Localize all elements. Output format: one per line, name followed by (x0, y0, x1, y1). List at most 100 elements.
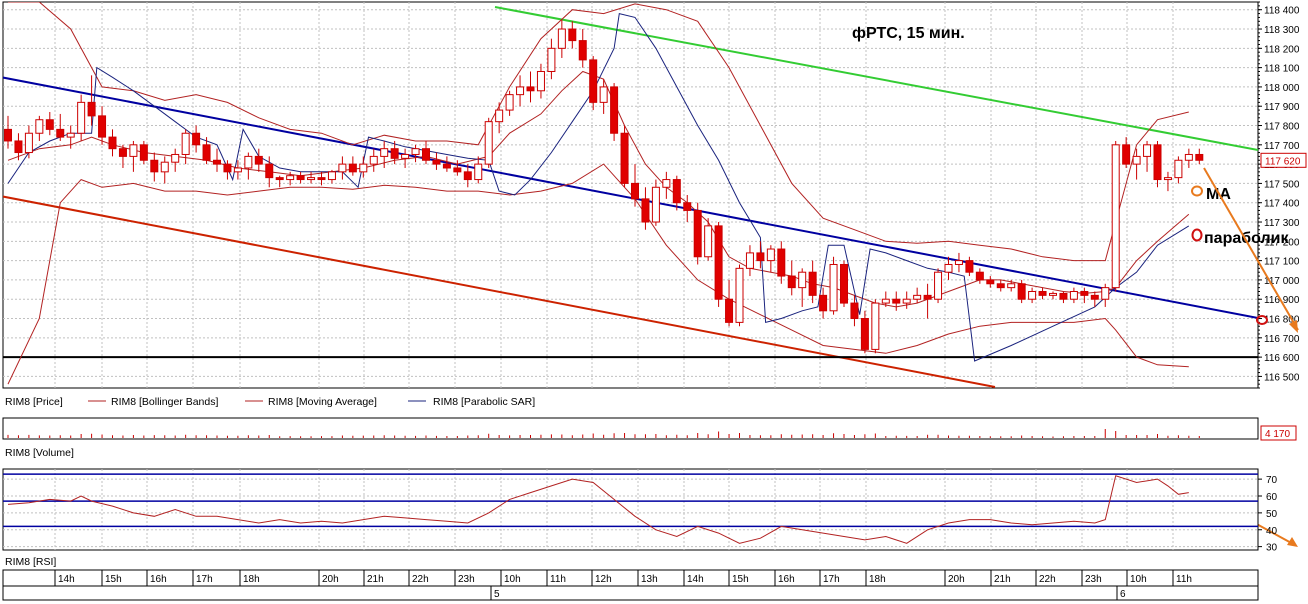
candle-up (599, 79, 608, 114)
volume-last-label: 4 170 (1265, 429, 1290, 440)
parabolic-sar-line (7, 12, 1190, 362)
candle-body (401, 153, 410, 159)
candle-down (98, 106, 107, 145)
candle-body (1122, 144, 1131, 165)
last-price-badge: 117 620 (1260, 152, 1307, 168)
price-tick-label: 116 600 (1264, 353, 1300, 364)
candle-up (829, 256, 838, 315)
candle-body (714, 225, 723, 300)
candle-body (672, 179, 681, 204)
candle-body (432, 159, 441, 165)
candle-body (1184, 153, 1193, 161)
rsi-line (7, 475, 1189, 544)
candle-down (620, 125, 629, 188)
candle-body (369, 155, 378, 165)
candle-up (651, 179, 660, 226)
time-tick-label: 21h (994, 574, 1011, 585)
candle-down (641, 187, 650, 230)
rsi-tick-label: 30 (1266, 543, 1278, 554)
candle-body (965, 260, 974, 273)
candle-up (934, 268, 943, 304)
time-tick-label: 17h (196, 574, 213, 585)
last-price-label: 117 620 (1265, 156, 1301, 167)
candle-body (66, 132, 75, 138)
candle-body (1132, 155, 1141, 165)
candle-down (432, 152, 441, 170)
candle-body (192, 132, 201, 146)
candle-down (139, 140, 148, 165)
candle-down (108, 129, 117, 157)
candle-body (547, 47, 556, 72)
candle-up (1101, 283, 1110, 307)
time-tick-label: 17h (823, 574, 840, 585)
candle-down (610, 83, 619, 141)
candle-body (923, 294, 932, 300)
candle-down (840, 260, 848, 307)
candle-up (1007, 279, 1016, 292)
rsi-tick-label: 60 (1266, 492, 1278, 503)
candle-down (453, 160, 462, 176)
candle-body (359, 163, 368, 173)
time-tick-label: 15h (105, 574, 122, 585)
candle-down (192, 125, 201, 153)
time-tick-label: 12h (595, 574, 612, 585)
candle-body (526, 86, 535, 92)
price-tick-label: 116 800 (1264, 315, 1300, 326)
time-tick-label: 18h (869, 574, 886, 585)
legend: RIM8 [Price] RIM8 [Bollinger Bands] RIM8… (5, 396, 535, 408)
candle-body (1017, 283, 1026, 300)
candle-up (359, 156, 368, 178)
candle-up (745, 245, 754, 277)
candle-body (348, 163, 357, 173)
candle-down (1059, 291, 1068, 304)
price-panel (2, 1, 1259, 389)
candle-down (254, 148, 263, 172)
price-tick-label: 116 500 (1264, 372, 1300, 383)
candle-body (975, 271, 984, 281)
candle-body (411, 148, 420, 155)
candle-up (1143, 140, 1152, 172)
candle-body (77, 101, 86, 134)
candle-down (777, 241, 786, 284)
candle-body (254, 155, 263, 165)
candle-up (944, 256, 953, 280)
candle-up (1111, 140, 1120, 292)
candle-body (829, 263, 838, 312)
candle-down (860, 310, 869, 354)
volume-last-box (1260, 425, 1297, 441)
candle-up (171, 148, 180, 172)
candle-down (150, 152, 159, 182)
rsi-label: RIM8 [RSI] (5, 556, 56, 568)
candle-body (56, 128, 65, 138)
candle-down (725, 279, 734, 327)
candle-body (599, 86, 608, 103)
rsi-forecast-arrowhead (1287, 537, 1298, 547)
candle-body (1111, 144, 1120, 289)
time-tick-label: 18h (243, 574, 260, 585)
candle-body (35, 119, 44, 134)
candle-body (275, 177, 284, 181)
candle-body (704, 225, 713, 258)
candle-down (526, 71, 535, 103)
candle-body (1090, 294, 1099, 300)
candle-down (693, 202, 702, 265)
candle-down (850, 295, 859, 327)
candle-body (327, 171, 336, 181)
rsi-tick-label: 70 (1266, 475, 1278, 486)
candle-up (662, 171, 671, 199)
candle-down (118, 144, 127, 168)
candle-body (850, 302, 859, 320)
time-tick-label: 16h (778, 574, 795, 585)
candle-body (641, 198, 650, 223)
candle-down (213, 148, 221, 172)
chart-title: фРТС, 15 мин. (852, 25, 965, 42)
candle-body (4, 128, 12, 142)
candle-up (35, 115, 44, 141)
candle-body (307, 177, 316, 181)
candle-up (536, 63, 545, 99)
candle-down (317, 171, 326, 186)
candle-up (286, 171, 295, 186)
rsi-panel (2, 468, 1259, 551)
day-label: 6 (1120, 589, 1126, 600)
rsi-grid (3, 469, 1258, 550)
